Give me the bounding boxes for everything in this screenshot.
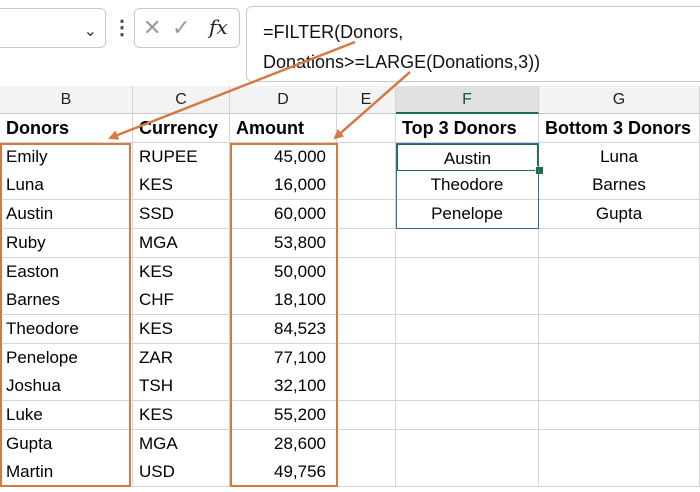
empty-cell[interactable] [337, 458, 396, 488]
currency-cell[interactable]: KES [133, 257, 230, 287]
top3-donor-cell[interactable]: Austin [396, 142, 539, 172]
column-header-g[interactable]: G [539, 86, 700, 114]
empty-cell[interactable] [396, 343, 539, 373]
header-top3-donors[interactable]: Top 3 Donors [396, 114, 539, 143]
empty-cell[interactable] [539, 458, 700, 488]
empty-cell[interactable] [539, 401, 700, 430]
currency-cell[interactable]: MGA [133, 429, 230, 459]
donor-cell[interactable]: Austin [0, 200, 133, 230]
empty-cell[interactable] [337, 343, 396, 373]
donor-cell[interactable]: Ruby [0, 228, 133, 258]
donor-cell[interactable]: Penelope [0, 343, 133, 373]
formula-buttons: ✕ ✓ fx [134, 8, 240, 48]
donor-cell[interactable]: Luna [0, 171, 133, 201]
currency-cell[interactable]: USD [133, 458, 230, 488]
currency-cell[interactable]: ZAR [133, 343, 230, 373]
empty-cell[interactable] [337, 228, 396, 258]
currency-cell[interactable]: KES [133, 314, 230, 344]
donor-cell[interactable]: Emily [0, 142, 133, 172]
amount-cell[interactable]: 18,100 [230, 286, 337, 316]
formula-line-1: =FILTER(Donors, [263, 22, 404, 42]
top3-donor-cell[interactable]: Theodore [396, 171, 539, 201]
empty-cell[interactable] [396, 429, 539, 459]
amount-cell[interactable]: 84,523 [230, 314, 337, 344]
currency-cell[interactable]: RUPEE [133, 142, 230, 172]
confirm-icon[interactable]: ✓ [172, 15, 191, 40]
empty-cell[interactable] [396, 286, 539, 316]
header-donors[interactable]: Donors [0, 114, 133, 143]
empty-cell[interactable] [337, 114, 396, 143]
empty-cell[interactable] [337, 200, 396, 230]
bottom3-donor-cell[interactable]: Barnes [539, 171, 700, 201]
donor-cell[interactable]: Barnes [0, 286, 133, 316]
empty-cell[interactable] [337, 257, 396, 287]
empty-cell[interactable] [396, 458, 539, 488]
amount-cell[interactable]: 45,000 [230, 142, 337, 172]
empty-cell[interactable] [539, 257, 700, 287]
name-box[interactable]: ⌄ [0, 8, 106, 48]
amount-cell[interactable]: 28,600 [230, 429, 337, 459]
donor-cell[interactable]: Gupta [0, 429, 133, 459]
empty-cell[interactable] [539, 286, 700, 316]
chevron-down-icon[interactable]: ⌄ [83, 23, 97, 40]
donor-cell[interactable]: Martin [0, 458, 133, 488]
header-amount[interactable]: Amount [230, 114, 337, 143]
bottom3-donor-cell[interactable]: Luna [539, 142, 700, 172]
currency-cell[interactable]: TSH [133, 372, 230, 402]
empty-cell[interactable] [337, 372, 396, 402]
currency-cell[interactable]: KES [133, 171, 230, 201]
amount-cell[interactable]: 16,000 [230, 171, 337, 201]
empty-cell[interactable] [539, 228, 700, 258]
empty-cell[interactable] [539, 429, 700, 459]
currency-cell[interactable]: CHF [133, 286, 230, 316]
amount-cell[interactable]: 49,756 [230, 458, 337, 488]
empty-cell[interactable] [337, 171, 396, 201]
empty-cell[interactable] [396, 372, 539, 402]
amount-cell[interactable]: 53,800 [230, 228, 337, 258]
empty-cell[interactable] [337, 401, 396, 430]
column-header-e[interactable]: E [337, 86, 396, 114]
formula-input[interactable]: =FILTER(Donors, Donations>=LARGE(Donatio… [246, 6, 700, 82]
top3-donor-cell[interactable]: Penelope [396, 200, 539, 230]
empty-cell[interactable] [337, 429, 396, 459]
currency-cell[interactable]: SSD [133, 200, 230, 230]
empty-cell[interactable] [396, 401, 539, 430]
empty-cell[interactable] [337, 286, 396, 316]
currency-cell[interactable]: MGA [133, 228, 230, 258]
empty-cell[interactable] [337, 314, 396, 344]
empty-cell[interactable] [396, 228, 539, 258]
donor-cell[interactable]: Joshua [0, 372, 133, 402]
empty-cell[interactable] [337, 142, 396, 172]
empty-cell[interactable] [396, 257, 539, 287]
column-header-d[interactable]: D [230, 86, 337, 114]
empty-cell[interactable] [539, 314, 700, 344]
amount-cell[interactable]: 50,000 [230, 257, 337, 287]
formula-line-2: Donations>=LARGE(Donations,3)) [263, 52, 541, 72]
currency-cell[interactable]: KES [133, 401, 230, 430]
empty-cell[interactable] [396, 314, 539, 344]
bottom3-donor-cell[interactable]: Gupta [539, 200, 700, 230]
column-header-b[interactable]: B [0, 86, 133, 114]
column-header-f[interactable]: F [396, 86, 539, 114]
amount-cell[interactable]: 55,200 [230, 401, 337, 430]
empty-cell[interactable] [539, 343, 700, 373]
cancel-icon[interactable]: ✕ [143, 15, 162, 40]
donor-cell[interactable]: Easton [0, 257, 133, 287]
header-currency[interactable]: Currency [133, 114, 230, 143]
donor-cell[interactable]: Luke [0, 401, 133, 430]
header-bottom3-donors[interactable]: Bottom 3 Donors [539, 114, 700, 143]
donor-cell[interactable]: Theodore [0, 314, 133, 344]
formula-bar-area: ⌄ ⋮ ✕ ✓ fx =FILTER(Donors, Donations>=LA… [0, 0, 700, 86]
amount-cell[interactable]: 77,100 [230, 343, 337, 373]
amount-cell[interactable]: 32,100 [230, 372, 337, 402]
amount-cell[interactable]: 60,000 [230, 200, 337, 230]
fill-handle[interactable] [535, 166, 544, 175]
empty-cell[interactable] [539, 372, 700, 402]
more-options-icon[interactable]: ⋮ [112, 17, 132, 39]
insert-function-icon[interactable]: fx [209, 15, 228, 39]
column-header-c[interactable]: C [133, 86, 230, 114]
